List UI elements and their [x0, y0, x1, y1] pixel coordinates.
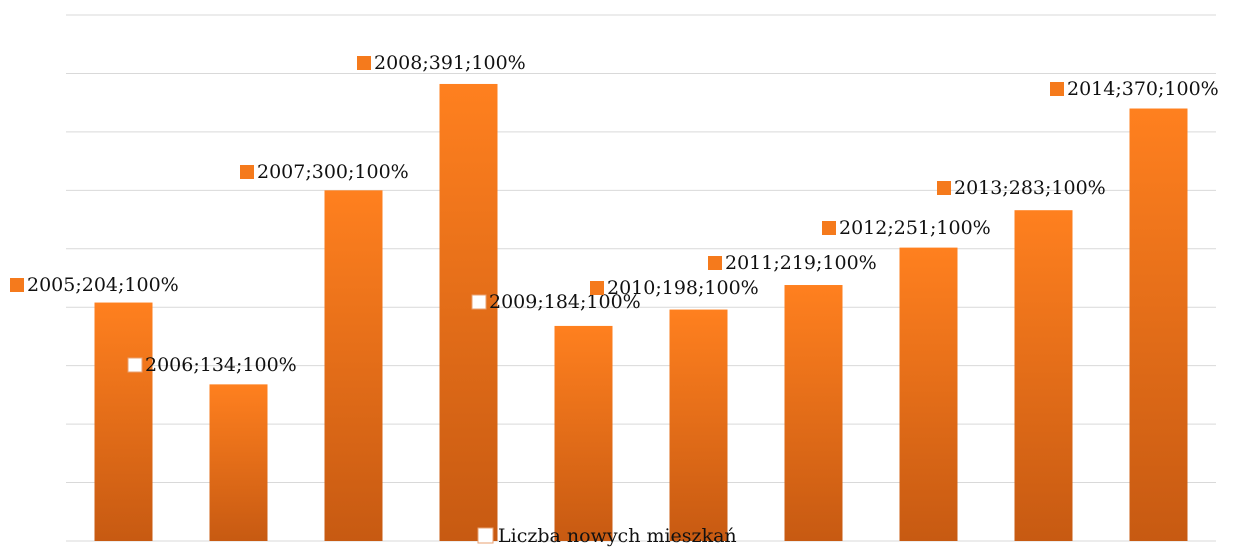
- label-marker: [357, 56, 371, 70]
- bar: [899, 247, 958, 541]
- label-marker: [1050, 82, 1064, 96]
- data-label: 2007;300;100%: [257, 161, 409, 183]
- label-marker: [127, 357, 143, 373]
- data-label: 2009;184;100%: [489, 291, 641, 313]
- label-marker: [937, 181, 951, 195]
- bar: [94, 302, 153, 541]
- bar: [439, 83, 498, 541]
- bar: [1129, 108, 1188, 541]
- data-label: 2008;391;100%: [374, 52, 526, 74]
- label-marker: [471, 294, 487, 310]
- data-label: 2011;219;100%: [725, 252, 877, 274]
- bar: [1014, 210, 1073, 541]
- legend-label: Liczba nowych mieszkań: [498, 525, 737, 547]
- label-marker: [240, 165, 254, 179]
- bar: [209, 384, 268, 541]
- data-label: 2006;134;100%: [145, 354, 297, 376]
- data-label: 2013;283;100%: [954, 177, 1106, 199]
- data-label: 2014;370;100%: [1067, 78, 1219, 100]
- label-marker: [10, 278, 24, 292]
- bar: [324, 190, 383, 542]
- bar: [669, 309, 728, 541]
- data-label: 2012;251;100%: [839, 217, 991, 239]
- label-marker: [708, 256, 722, 270]
- data-label: 2010;198;100%: [607, 277, 759, 299]
- bar: [784, 285, 843, 541]
- label-marker: [590, 281, 604, 295]
- data-label: 2005;204;100%: [27, 274, 179, 296]
- legend-marker: [477, 527, 494, 544]
- label-marker: [822, 221, 836, 235]
- bar: [554, 325, 613, 541]
